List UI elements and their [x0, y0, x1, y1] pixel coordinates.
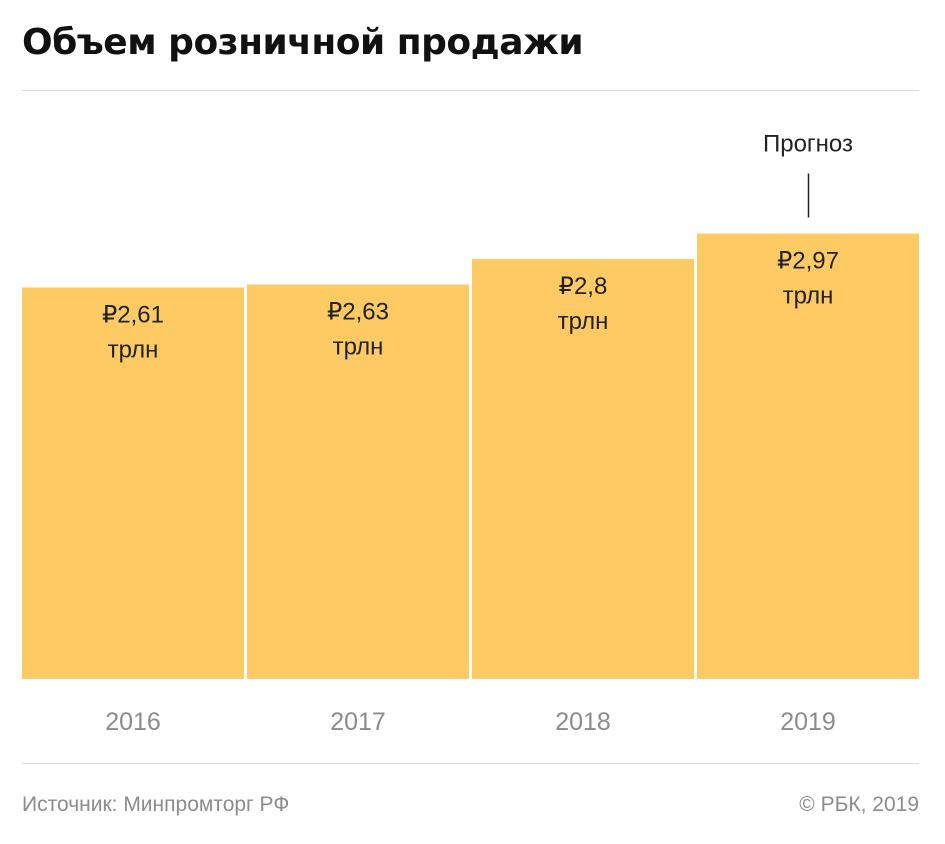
x-tick-label-2018: 2018 — [555, 708, 611, 736]
bar-2018 — [472, 259, 694, 679]
bar-unit-label-2016: трлн — [108, 337, 159, 364]
bar-unit-label-2018: трлн — [558, 308, 609, 335]
bar-unit-label-2019: трлн — [783, 283, 834, 310]
bar-value-label-2016: ₽2,61 — [102, 302, 164, 329]
x-tick-label-2016: 2016 — [105, 708, 161, 736]
bar-2019 — [697, 233, 919, 679]
bar-2016 — [22, 287, 244, 679]
title-divider — [22, 90, 919, 91]
x-tick-label-2017: 2017 — [330, 708, 386, 736]
bar-value-label-2017: ₽2,63 — [327, 299, 389, 326]
page-title: Объем розничной продажи — [22, 22, 584, 63]
bar-value-label-2018: ₽2,8 — [559, 273, 608, 300]
footer-divider — [22, 763, 919, 764]
forecast-annotation: Прогноз — [763, 131, 853, 158]
bar-2017 — [247, 284, 469, 679]
bar-value-label-2019: ₽2,97 — [777, 248, 839, 275]
bar-unit-label-2017: трлн — [333, 334, 384, 361]
x-tick-label-2019: 2019 — [780, 708, 836, 736]
copyright-note: © РБК, 2019 — [799, 793, 919, 816]
source-note: Источник: Минпромторг РФ — [22, 793, 290, 816]
